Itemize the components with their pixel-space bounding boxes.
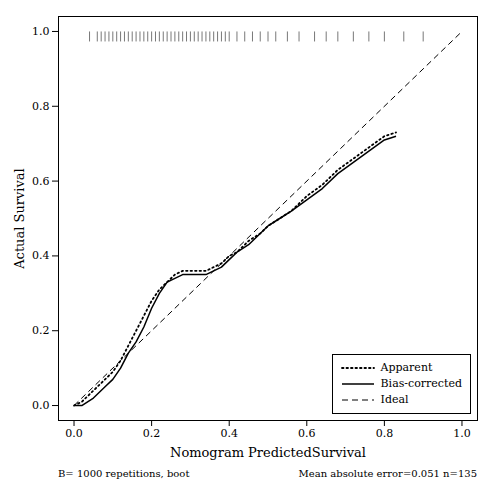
svg-text:Nomogram PredictedSurvival: Nomogram PredictedSurvival: [170, 445, 366, 460]
svg-text:0.2: 0.2: [143, 427, 161, 440]
svg-text:1.0: 1.0: [32, 25, 50, 38]
html-text:Bias-corrected: Bias-corrected: [380, 377, 462, 390]
svg-text:0.8: 0.8: [376, 427, 394, 440]
svg-text:0.0: 0.0: [32, 399, 50, 412]
svg-text:0.0: 0.0: [65, 427, 83, 440]
svg-text:1.0: 1.0: [453, 427, 471, 440]
svg-text:Actual Survival: Actual Survival: [12, 168, 27, 270]
svg-text:0.2: 0.2: [32, 324, 50, 337]
html-text:Mean absolute error=0.051 n=13: Mean absolute error=0.051 n=135: [298, 468, 477, 479]
html-text:B= 1000 repetitions, boot: B= 1000 repetitions, boot: [58, 468, 190, 479]
html-text:Apparent: Apparent: [380, 361, 433, 374]
svg-text:0.4: 0.4: [32, 249, 50, 262]
svg-text:0.6: 0.6: [32, 175, 50, 188]
html-text:Ideal: Ideal: [380, 393, 409, 406]
svg-text:0.8: 0.8: [32, 100, 50, 113]
svg-text:0.6: 0.6: [298, 427, 316, 440]
svg-text:0.4: 0.4: [220, 427, 238, 440]
